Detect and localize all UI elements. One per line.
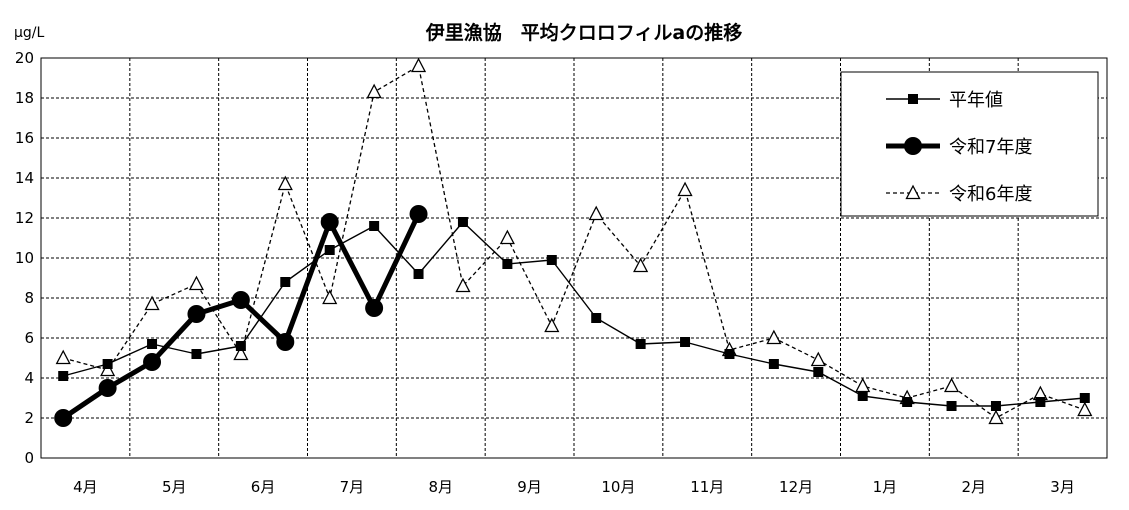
- data-point-normal-year: [413, 269, 424, 279]
- y-tick-label: 12: [15, 209, 34, 227]
- data-point-normal-year: [502, 259, 513, 269]
- data-point-r6: [766, 329, 782, 345]
- data-point-r6: [455, 277, 471, 293]
- data-point-normal-year: [591, 313, 602, 323]
- x-tick-label: 6月: [251, 478, 276, 496]
- y-tick-label: 20: [15, 49, 34, 67]
- data-point-normal-year: [546, 255, 557, 265]
- data-point-normal-year: [1035, 397, 1046, 407]
- data-point-r6: [410, 57, 427, 73]
- grid-lines: [41, 57, 1107, 458]
- data-point-r6: [810, 351, 826, 367]
- data-point-r6: [633, 257, 649, 273]
- data-point-r7: [320, 213, 339, 231]
- data-point-r6: [499, 229, 515, 245]
- data-point-r6: [144, 295, 160, 311]
- data-point-normal-year: [324, 245, 335, 255]
- data-point-normal-year: [1079, 393, 1090, 403]
- data-point-r6: [322, 289, 338, 305]
- data-point-r7: [98, 379, 117, 397]
- chart-title: 伊里漁協 平均クロロフィルaの推移: [425, 21, 742, 44]
- x-tick-label: 11月: [690, 478, 724, 496]
- data-point-r7: [365, 299, 384, 317]
- data-point-normal-year: [147, 339, 158, 349]
- x-tick-label: 12月: [779, 478, 813, 496]
- axes: 0 2 4 6 8 10 12 14 16 18 20 4月 5月 6月 7月 8月 9月 10月 11月 12月 1月…: [15, 49, 1108, 496]
- data-point-normal-year: [990, 401, 1001, 411]
- data-point-r6: [544, 317, 560, 333]
- legend-marker-r7: [904, 137, 922, 155]
- legend-label-normal-year: 平年値: [949, 90, 1003, 111]
- data-point-normal-year: [813, 367, 824, 377]
- x-tick-label: 8月: [428, 478, 453, 496]
- data-point-r6: [988, 409, 1004, 425]
- data-point-r7: [187, 305, 206, 323]
- data-point-normal-year: [635, 339, 646, 349]
- data-point-r6: [55, 349, 71, 365]
- y-tick-label: 8: [24, 289, 34, 307]
- y-tick-label: 2: [24, 409, 34, 427]
- data-point-r7: [54, 409, 73, 427]
- legend-marker-normal-year: [908, 94, 918, 104]
- data-point-normal-year: [235, 341, 246, 351]
- series-layer: [54, 57, 1093, 427]
- series-r6: [55, 57, 1093, 425]
- series-line-normal-year: [63, 221, 1085, 407]
- y-tick-label: 0: [24, 449, 34, 467]
- data-point-r6: [366, 83, 382, 99]
- x-tick-label: 7月: [340, 478, 365, 496]
- y-tick-label: 16: [15, 129, 34, 147]
- x-tick-label: 4月: [73, 478, 98, 496]
- data-point-normal-year: [857, 391, 868, 401]
- data-point-normal-year: [191, 349, 202, 359]
- data-point-normal-year: [280, 277, 291, 287]
- data-point-normal-year: [768, 359, 779, 369]
- data-point-normal-year: [680, 337, 691, 347]
- data-point-r6: [1077, 401, 1093, 417]
- y-tick-label: 14: [15, 169, 34, 187]
- data-point-normal-year: [102, 359, 113, 369]
- data-point-normal-year: [902, 397, 913, 407]
- data-point-r7: [276, 333, 295, 351]
- y-tick-label: 6: [24, 329, 34, 347]
- x-tick-label: 1月: [873, 478, 898, 496]
- legend-marker-r6: [905, 184, 921, 200]
- y-axis-unit-label: μg/L: [14, 25, 45, 41]
- series-r7: [54, 205, 428, 427]
- x-tick-label: 3月: [1050, 478, 1075, 496]
- data-point-r6: [588, 205, 604, 221]
- y-tick-label: 18: [15, 89, 34, 107]
- legend-label-r6: 令和6年度: [949, 184, 1032, 205]
- x-tick-label: 5月: [162, 478, 187, 496]
- legend-box: [840, 71, 1099, 217]
- data-point-normal-year: [369, 221, 380, 231]
- data-point-r6: [233, 345, 249, 361]
- y-tick-label: 10: [15, 249, 34, 267]
- data-point-r6: [277, 175, 293, 191]
- data-point-normal-year: [724, 349, 735, 359]
- series-line-r6: [63, 65, 1086, 419]
- series-normal-year: [58, 217, 1090, 411]
- legend-label-r7: 令和7年度: [949, 137, 1032, 158]
- data-point-r7: [231, 291, 250, 309]
- y-tick-label: 4: [24, 369, 34, 387]
- data-point-r6: [100, 361, 116, 377]
- x-tick-label: 10月: [601, 478, 635, 496]
- x-tick-label: 2月: [961, 478, 986, 496]
- data-point-r7: [409, 205, 428, 223]
- data-point-normal-year: [457, 217, 468, 227]
- data-point-r6: [188, 275, 205, 291]
- x-tick-label: 9月: [517, 478, 542, 496]
- data-point-normal-year: [58, 371, 69, 381]
- data-point-normal-year: [946, 401, 957, 411]
- data-point-r7: [143, 353, 162, 371]
- data-point-r6: [677, 181, 693, 197]
- plot-frame: [40, 57, 1108, 459]
- data-point-r6: [943, 377, 960, 393]
